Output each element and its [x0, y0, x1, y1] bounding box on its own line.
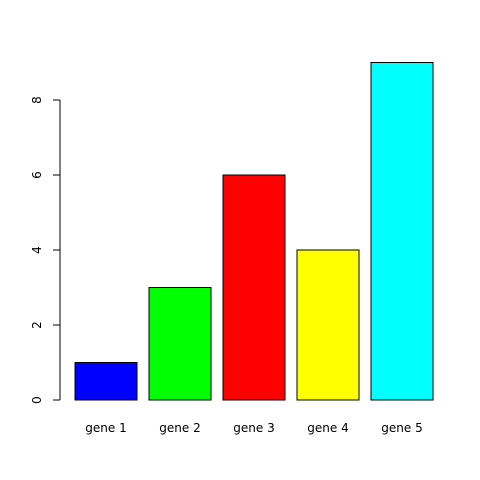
x-tick-label: gene 2: [159, 421, 200, 435]
y-tick-label: 8: [30, 96, 44, 104]
x-axis-labels: gene 1 gene 2 gene 3 gene 4 gene 5: [85, 421, 422, 435]
x-tick-label: gene 4: [307, 421, 348, 435]
bar-4: [296, 249, 360, 401]
y-tick-label: 0: [30, 396, 44, 404]
bar-3: [222, 174, 286, 401]
y-tick-label: 2: [30, 321, 44, 329]
bar-1: [74, 362, 138, 401]
x-tick-label: gene 5: [381, 421, 422, 435]
x-tick-label: gene 1: [85, 421, 126, 435]
x-tick-label: gene 3: [233, 421, 274, 435]
y-tick-label: 4: [30, 246, 44, 254]
y-axis-ticks: 0 2 4 6 8: [30, 96, 60, 404]
y-tick-label: 6: [30, 171, 44, 179]
bar-5: [370, 62, 434, 401]
bar-2: [148, 287, 212, 401]
bars-group: [74, 62, 434, 401]
